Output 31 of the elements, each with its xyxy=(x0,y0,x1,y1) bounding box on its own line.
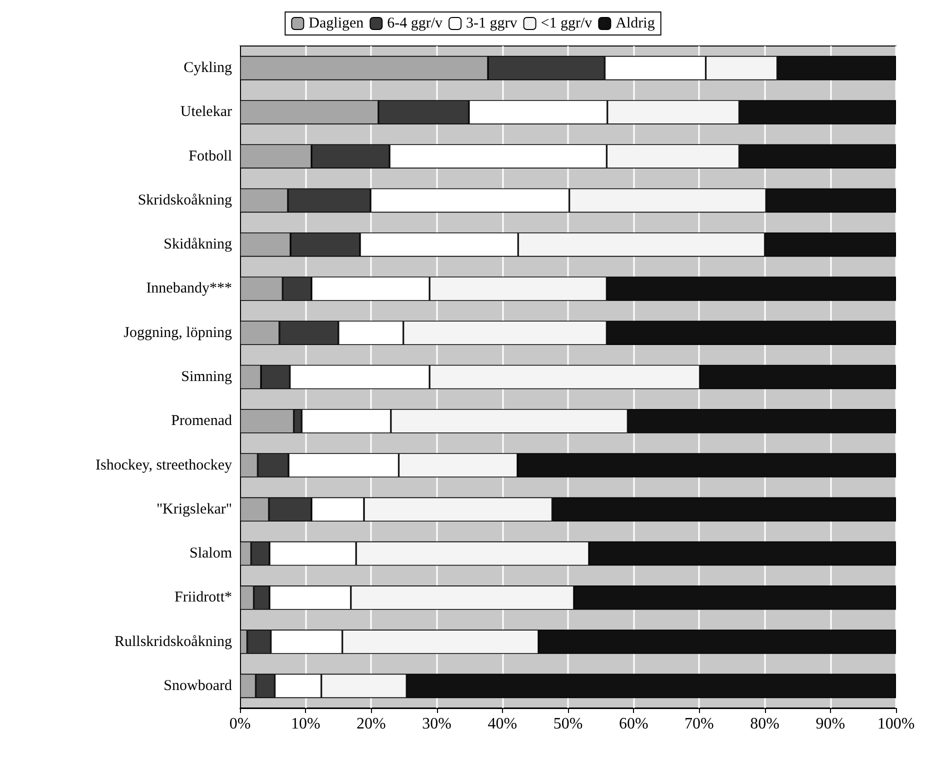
y-tick-label: Fotboll xyxy=(188,148,232,164)
x-tick-label: 80% xyxy=(750,716,780,732)
y-tick-label: "Krigslekar" xyxy=(156,501,232,518)
x-tick-label: 10% xyxy=(290,716,320,732)
y-tick-label: Cykling xyxy=(184,60,232,76)
legend-label: 6-4 ggr/v xyxy=(387,16,444,32)
y-tick-label: Skidåkning xyxy=(164,236,232,253)
y-tick-label: Simning xyxy=(181,369,232,385)
x-tick-label: 70% xyxy=(684,716,714,732)
x-tick-label: 40% xyxy=(488,716,518,732)
legend-label: Aldrig xyxy=(616,16,656,32)
legend-label: Dagligen xyxy=(308,16,364,32)
y-tick-label: Ishockey, streethockey xyxy=(96,457,232,474)
x-tick-label: 50% xyxy=(553,716,583,732)
x-tick-label: 100% xyxy=(877,716,915,732)
y-tick-label: Rullskridskoåkning xyxy=(114,634,232,650)
x-tick-label: 30% xyxy=(422,716,452,732)
legend-label: 3-1 ggrv xyxy=(466,16,518,32)
y-tick-label: Promenad xyxy=(171,413,232,430)
y-tick-label: Friidrott* xyxy=(174,590,232,606)
y-tick-label: Slalom xyxy=(189,546,232,562)
y-tick-label: Innebandy*** xyxy=(146,280,232,297)
x-tick-label: 90% xyxy=(816,716,846,732)
y-tick-label: Snowboard xyxy=(164,678,232,694)
x-tick-label: 20% xyxy=(356,716,386,732)
y-tick-label: Joggning, löpning xyxy=(124,324,232,341)
y-tick-label: Utelekar xyxy=(180,104,232,120)
y-tick-label: Skridskoåkning xyxy=(138,192,232,208)
x-tick-label: 60% xyxy=(618,716,648,732)
x-tick-label: 0% xyxy=(229,716,251,732)
legend-label: <1 ggr/v xyxy=(540,16,593,32)
